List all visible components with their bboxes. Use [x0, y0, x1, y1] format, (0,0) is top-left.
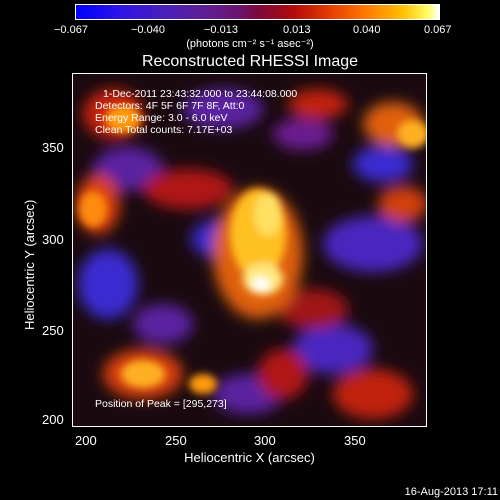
time-range: 1-Dec-2011 23:43:32.000 to 23:44:08.000 — [103, 88, 298, 100]
y-tick-label: 300 — [42, 232, 64, 247]
x-tick-label: 250 — [165, 433, 187, 448]
rhessi-image-plot — [72, 73, 427, 427]
colorbar-tick: −0.067 — [54, 24, 88, 36]
colorbar-tick: 0.040 — [353, 24, 381, 36]
detectors-info: Detectors: 4F 5F 6F 7F 8F, Att:0 — [95, 100, 245, 112]
x-axis-label: Heliocentric X (arcsec) — [184, 450, 315, 465]
colorbar — [75, 4, 440, 20]
colorbar-units: (photons cm⁻² s⁻¹ asec⁻²) — [186, 38, 314, 50]
x-tick-label: 300 — [254, 433, 276, 448]
x-tick-label: 350 — [344, 433, 366, 448]
energy-range: Energy Range: 3.0 - 6.0 keV — [95, 112, 228, 124]
x-tick-label: 200 — [75, 433, 97, 448]
timestamp: 16-Aug-2013 17:11 — [404, 486, 498, 498]
page-title: Reconstructed RHESSI Image — [141, 53, 359, 70]
y-tick-label: 200 — [42, 412, 64, 427]
colorbar-tick: −0.013 — [204, 24, 238, 36]
y-axis-label: Heliocentric Y (arcsec) — [22, 199, 37, 330]
y-tick-label: 350 — [42, 140, 64, 155]
rhessi-image — [73, 74, 426, 426]
colorbar-tick: −0.040 — [131, 24, 165, 36]
clean-total-counts: Clean Total counts: 7.17E+03 — [95, 124, 233, 136]
y-tick-label: 250 — [42, 323, 64, 338]
colorbar-tick: 0.013 — [283, 24, 311, 36]
peak-position: Position of Peak = [295,273] — [95, 398, 227, 410]
colorbar-tick: 0.067 — [424, 24, 452, 36]
